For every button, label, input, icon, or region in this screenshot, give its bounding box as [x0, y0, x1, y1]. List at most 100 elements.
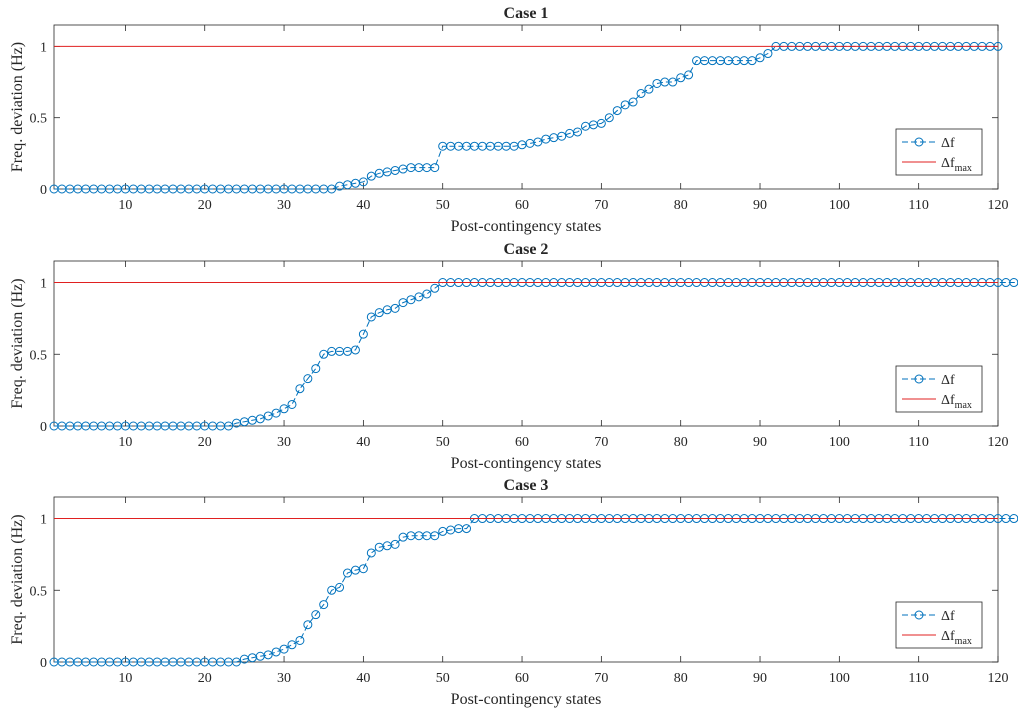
legend-label: Δf [941, 136, 955, 151]
legend-item: Δf [902, 136, 955, 151]
legend-label-subscript: max [955, 636, 972, 647]
data-point-delta-f [462, 524, 471, 534]
chart-title: Case 2 [504, 241, 549, 258]
x-tick-label: 40 [356, 198, 370, 213]
data-point-delta-f [620, 100, 630, 110]
x-tick-label: 110 [908, 435, 928, 450]
y-tick-label: 0.5 [30, 112, 48, 127]
x-tick-label: 100 [829, 435, 850, 450]
legend-label-main: Δf [941, 609, 955, 624]
x-tick-label: 100 [829, 671, 850, 686]
data-point-delta-f [676, 73, 686, 83]
y-tick-label: 0.5 [30, 584, 48, 599]
data-point-delta-f [763, 49, 773, 59]
legend-marker-delta-f [914, 374, 924, 384]
data-point-delta-f [279, 404, 289, 414]
chart-title: Case 1 [504, 5, 549, 22]
x-tick-label: 40 [356, 435, 370, 450]
data-point-delta-f [319, 600, 329, 610]
axes-box [53, 496, 999, 663]
legend-item: Δfmax [902, 156, 972, 174]
x-tick-label: 110 [908, 198, 928, 213]
data-point-delta-f [263, 650, 273, 660]
x-tick-label: 120 [988, 198, 1009, 213]
data-point-delta-f [390, 303, 400, 313]
x-tick-label: 80 [674, 671, 688, 686]
y-axis-label: Freq. deviation (Hz) [9, 278, 26, 408]
data-point-delta-f [279, 644, 289, 654]
data-point-delta-f [358, 329, 368, 339]
data-point-delta-f [295, 384, 305, 394]
x-tick-label: 50 [436, 198, 450, 213]
y-tick-label: 1 [40, 40, 47, 55]
data-point-delta-f [747, 56, 757, 66]
legend-box [895, 365, 983, 413]
data-point-delta-f [557, 131, 567, 141]
x-tick-label: 40 [356, 671, 370, 686]
subplot-case-3: 10 20 30 40 50 60 70 80 90 100 110 120 0 0.5 1 Case 3 Po… [9, 477, 1018, 708]
data-point-delta-f [366, 171, 376, 181]
x-tick-label: 110 [908, 671, 928, 686]
legend-label-subscript: max [955, 400, 972, 411]
legend-marker-delta-f [914, 610, 924, 620]
y-tick-label: 0 [40, 656, 47, 671]
legend-item: Δfmax [902, 629, 972, 647]
data-point-delta-f [430, 531, 440, 541]
data-point-delta-f [414, 292, 424, 302]
x-tick-label: 90 [753, 435, 767, 450]
y-axis-label: Freq. deviation (Hz) [9, 514, 26, 644]
data-point-delta-f [596, 118, 606, 128]
data-point-delta-f [224, 421, 234, 431]
x-tick-label: 60 [515, 671, 529, 686]
x-tick-label: 90 [753, 198, 767, 213]
x-tick-label: 30 [277, 435, 291, 450]
data-point-delta-f [303, 374, 313, 384]
data-point-delta-f [573, 127, 583, 137]
legend-label: Δf [941, 373, 955, 388]
data-point-delta-f [366, 548, 376, 558]
axes-box [53, 24, 999, 190]
data-point-delta-f [319, 349, 329, 359]
legend-item: Δf [902, 609, 955, 624]
data-point-delta-f [406, 295, 416, 305]
x-tick-label: 30 [277, 198, 291, 213]
data-point-delta-f [311, 610, 321, 620]
data-point-delta-f [398, 298, 408, 308]
x-tick-label: 10 [118, 435, 132, 450]
y-tick-label: 0 [40, 420, 47, 435]
legend-label: Δfmax [941, 629, 972, 647]
data-point-delta-f [231, 657, 241, 667]
y-axis-label: Freq. deviation (Hz) [9, 42, 26, 172]
x-tick-label: 50 [436, 671, 450, 686]
data-point-delta-f [430, 163, 440, 173]
x-tick-label: 20 [198, 198, 212, 213]
y-tick-label: 0 [40, 183, 47, 198]
data-point-delta-f [755, 53, 765, 63]
data-point-delta-f [374, 308, 384, 318]
legend-label-subscript: max [955, 163, 972, 174]
x-axis-label: Post-contingency states [451, 691, 602, 708]
data-point-delta-f [668, 77, 678, 87]
data-point-delta-f [644, 84, 654, 94]
legend-label-main: Δf [941, 393, 955, 408]
legend: Δf Δfmax [895, 128, 983, 176]
data-point-delta-f [255, 414, 265, 424]
data-point-delta-f [628, 97, 638, 107]
x-tick-label: 70 [594, 671, 608, 686]
data-point-delta-f [327, 585, 337, 595]
legend-label: Δf [941, 609, 955, 624]
data-point-delta-f [271, 408, 281, 418]
y-tick-label: 0.5 [30, 348, 48, 363]
y-tick-label: 1 [40, 513, 47, 528]
x-tick-label: 100 [829, 198, 850, 213]
data-point-delta-f [422, 289, 432, 299]
data-point-delta-f [604, 113, 614, 123]
data-point-delta-f [287, 399, 297, 409]
data-point-delta-f [303, 620, 313, 630]
data-point-delta-f [390, 539, 400, 549]
data-point-delta-f [271, 647, 281, 657]
data-point-delta-f [358, 564, 368, 574]
data-point-delta-f [358, 177, 368, 187]
legend: Δf Δfmax [895, 601, 983, 649]
x-tick-label: 60 [515, 435, 529, 450]
